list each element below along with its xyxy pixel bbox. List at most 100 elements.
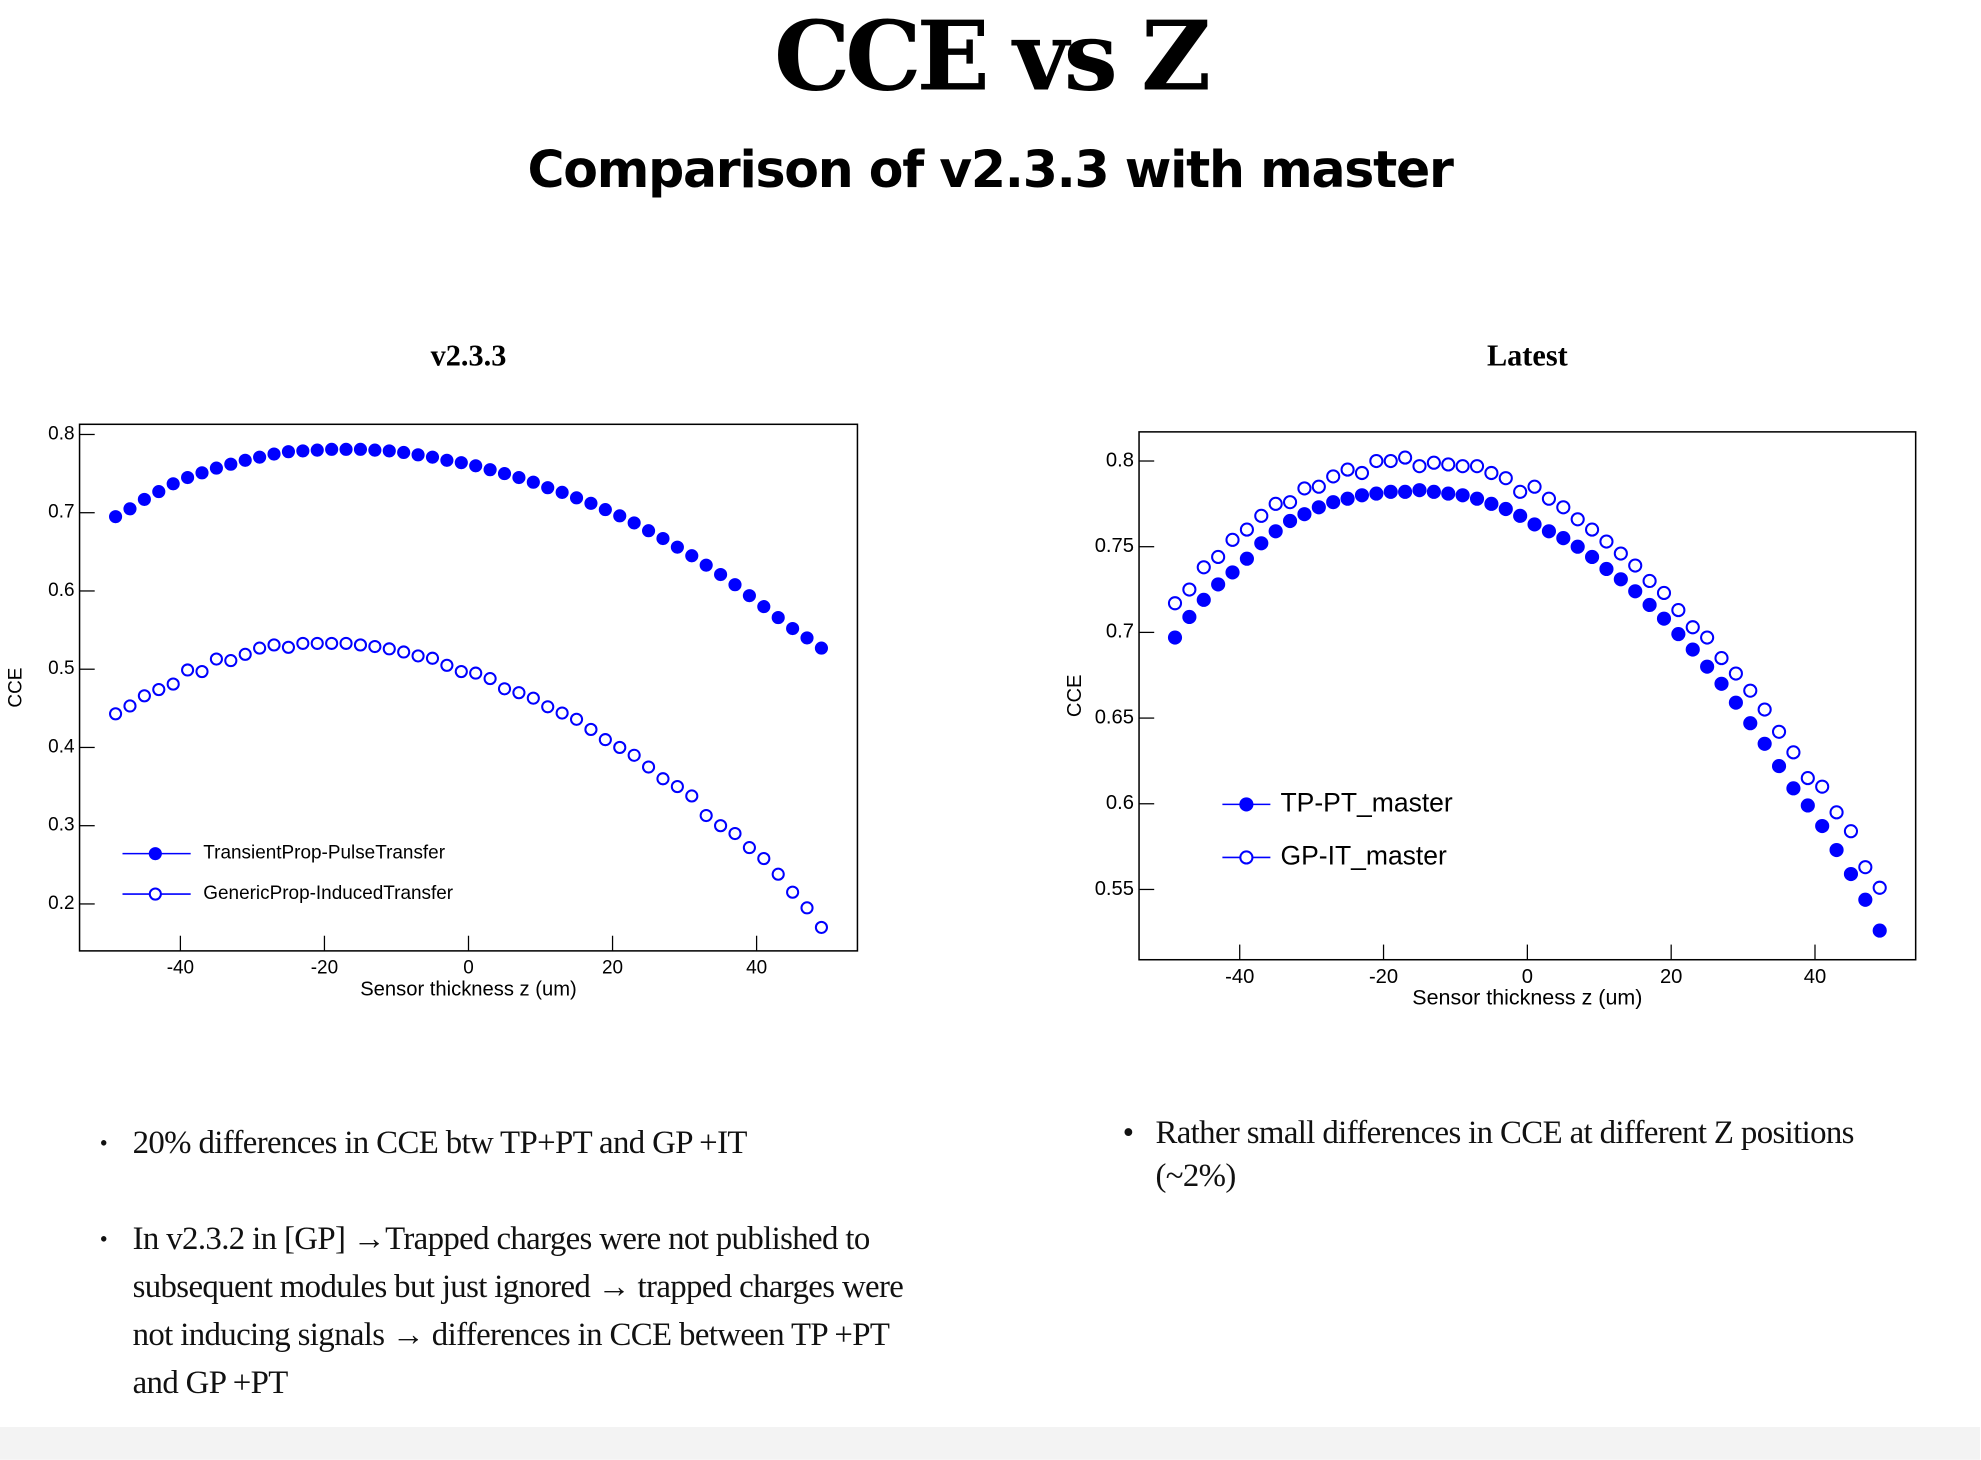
data-point [166,677,180,691]
data-point [699,558,713,572]
data-point [598,733,612,747]
y-tick-label: 0.6 [1106,792,1134,814]
y-tick-label: 0.4 [48,736,74,757]
data-point [1599,534,1614,549]
data-point [296,636,310,650]
data-point [1369,486,1384,501]
data-point [166,477,180,491]
data-point [1613,546,1628,561]
x-tick-label: 40 [1804,966,1826,988]
data-point [627,516,641,530]
data-point [137,492,151,506]
data-point [1829,805,1844,820]
data-point [1613,572,1628,587]
data-point [224,457,238,471]
data-point [1354,465,1370,481]
data-point [656,531,670,546]
data-point [195,466,209,480]
data-point [1369,453,1384,469]
legend-label: GP-IT_master [1280,840,1447,870]
note-item: • 20% differences in CCE btw TP+PT and GP… [99,1123,748,1161]
data-point [411,448,425,462]
data-point [1628,558,1643,573]
data-point [1556,531,1571,546]
data-point [1196,592,1211,607]
data-point [742,589,756,603]
data-point [771,610,785,625]
data-point [253,641,267,655]
data-point [454,456,468,470]
data-point [1254,508,1269,523]
data-point [181,663,195,677]
data-point [339,636,353,650]
data-point [1685,620,1700,635]
data-point [325,636,339,650]
data-point [800,631,814,645]
data-point [1513,508,1528,523]
data-point [555,485,569,499]
data-point [1628,584,1643,599]
data-point [1455,488,1470,503]
data-point [440,453,454,467]
data-point [1211,577,1226,592]
legend-label: TransientProp-PulseTransfer [203,843,445,864]
data-point [1541,491,1557,506]
x-tick-label: 0 [463,958,474,979]
data-point [1800,770,1815,786]
data-point [1297,507,1312,522]
data-point [598,503,612,517]
data-point [569,491,584,505]
data-point [1239,522,1254,537]
data-point [1182,609,1197,625]
y-tick-label: 0.55 [1095,878,1134,900]
note-text: In v2.3.2 in [GP] →Trapped charges were … [132,1219,904,1401]
x-axis-label: Sensor thickness z (um) [1412,986,1642,1010]
x-tick-label: 40 [746,958,767,979]
data-point [1426,455,1441,470]
data-point [1340,462,1355,477]
data-point [238,647,252,661]
data-point [757,851,771,866]
data-point [1656,585,1672,601]
y-tick-label: 0.5 [48,658,74,679]
data-point [469,459,483,473]
data-point [699,808,713,823]
data-point [1714,651,1729,666]
data-point [771,867,785,881]
data-point [397,645,411,659]
legend-marker [1239,797,1254,812]
y-tick-label: 0.65 [1095,706,1134,728]
data-point [425,651,440,665]
data-point [685,549,699,563]
data-point [541,481,555,495]
data-point [411,649,425,663]
data-point [1398,484,1413,499]
data-point [238,453,252,467]
data-point [1282,513,1298,529]
data-point [569,712,584,726]
data-point [195,664,209,679]
data-point [742,841,756,855]
legend-marker [148,847,162,861]
x-axis-label: Sensor thickness z (um) [360,978,577,1000]
data-point [1585,522,1600,537]
data-point [1182,582,1197,597]
data-point [1268,524,1283,539]
x-tick-label: -20 [311,958,338,979]
legend-label: TP-PT_master [1280,787,1452,817]
data-point [512,686,526,700]
data-point [1196,560,1211,575]
data-point [1556,500,1571,515]
data-point [1872,880,1887,895]
data-point [1541,524,1557,539]
data-point [800,901,814,915]
data-point [1311,479,1326,494]
data-point [1268,496,1283,511]
data-point [1858,860,1873,875]
chart-title: v2.3.3 [431,339,507,373]
footer-bar [0,1426,1981,1460]
data-point [152,485,166,499]
data-point [382,444,396,458]
